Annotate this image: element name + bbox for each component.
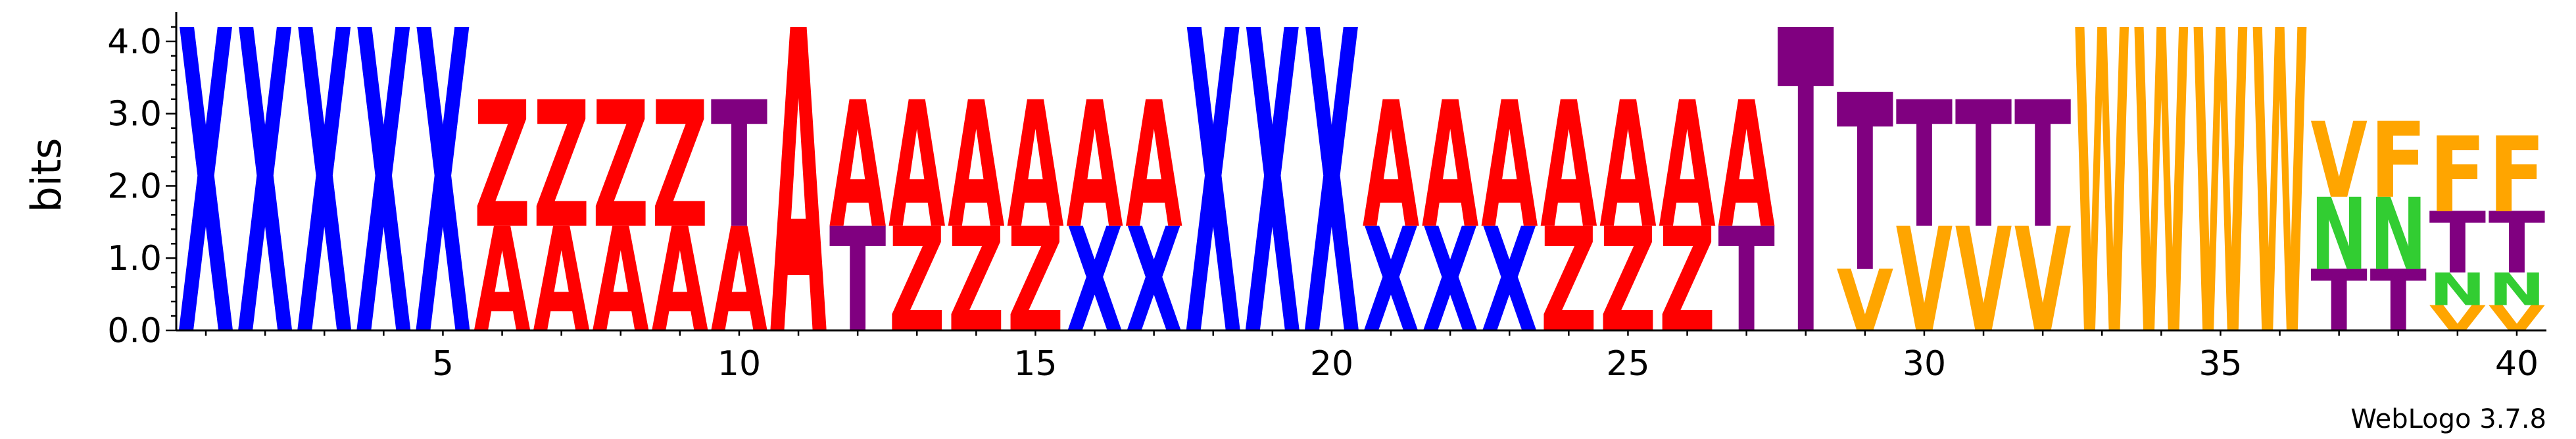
logo-letter-x-pos-21: X bbox=[1363, 197, 1419, 364]
logo-letter-a-pos-10: A bbox=[711, 197, 767, 364]
logo-letter-f-pos-38: F bbox=[2370, 100, 2427, 221]
x-tick-label: 15 bbox=[1013, 344, 1057, 384]
logo-letter-t-pos-12: T bbox=[829, 197, 886, 365]
logo-letter-a-pos-16: A bbox=[1066, 65, 1123, 267]
logo-letter-z-pos-25: Z bbox=[1599, 198, 1656, 365]
logo-letter-a-pos-25: A bbox=[1599, 65, 1656, 267]
logo-letter-z-pos-8: Z bbox=[593, 65, 649, 267]
logo-letter-n-pos-37: N bbox=[2310, 178, 2367, 293]
x-tick-label: 25 bbox=[1606, 344, 1649, 384]
logo-letter-x-pos-2: X bbox=[237, 0, 293, 429]
logo-letter-x-pos-23: X bbox=[1481, 197, 1538, 364]
logo-letter-a-pos-15: A bbox=[1007, 65, 1063, 267]
logo-letter-t-pos-28: T bbox=[1778, 0, 1835, 429]
y-tick-label: 2.0 bbox=[107, 167, 162, 206]
logo-letter-v-pos-30: V bbox=[1896, 197, 1953, 364]
logo-letter-t-pos-40: T bbox=[2489, 195, 2546, 294]
logo-letter-x-pos-1: X bbox=[178, 0, 234, 429]
logo-letter-a-pos-11: A bbox=[770, 0, 827, 429]
logo-letter-x-pos-4: X bbox=[355, 0, 412, 429]
logo-letter-a-pos-13: A bbox=[888, 65, 945, 267]
logo-letter-n-pos-38: N bbox=[2370, 178, 2427, 293]
logo-letter-v-pos-31: V bbox=[1955, 197, 2012, 364]
logo-letter-a-pos-27: A bbox=[1718, 65, 1774, 267]
logo-letter-t-pos-29: T bbox=[1837, 45, 1894, 327]
logo-letter-t-pos-31: T bbox=[1955, 65, 2012, 267]
logo-letter-v-pos-37: V bbox=[2310, 101, 2368, 222]
axis-layer bbox=[175, 12, 2546, 332]
logo-letter-z-pos-15: Z bbox=[1007, 198, 1063, 365]
logo-letter-x-pos-5: X bbox=[414, 0, 471, 429]
y-ticks: 0.0 1.0 2.0 3.0 4.0 bbox=[107, 22, 176, 351]
logo-letter-x-pos-17: X bbox=[1125, 197, 1182, 364]
logo-letter-w-pos-33: W bbox=[2074, 0, 2130, 429]
x-tick-label: 35 bbox=[2199, 344, 2242, 384]
y-tick-label: 4.0 bbox=[107, 22, 162, 62]
logo-letter-z-pos-13: Z bbox=[888, 198, 945, 365]
logo-letter-t-pos-32: T bbox=[2014, 65, 2071, 267]
logo-letter-z-pos-7: Z bbox=[533, 65, 589, 267]
logo-letter-a-pos-24: A bbox=[1540, 65, 1597, 267]
x-tick-label: 30 bbox=[1903, 344, 1946, 384]
logo-letter-f-pos-40: F bbox=[2489, 115, 2545, 236]
logo-letter-x-pos-16: X bbox=[1066, 197, 1123, 364]
x-tick-label: 5 bbox=[432, 344, 454, 384]
weblogo-credit: WebLogo 3.7.8 bbox=[2350, 404, 2546, 434]
logo-letter-a-pos-21: A bbox=[1363, 65, 1419, 267]
logo-letter-v-pos-32: V bbox=[2014, 197, 2071, 364]
logo-letter-t-pos-30: T bbox=[1896, 65, 1953, 267]
logo-letter-f-pos-39: F bbox=[2429, 115, 2486, 236]
logo-letter-a-pos-9: A bbox=[652, 197, 708, 364]
logo-letter-x-pos-19: X bbox=[1244, 0, 1301, 429]
logo-letter-t-pos-10: T bbox=[711, 65, 767, 267]
x-tick-label: 10 bbox=[717, 344, 761, 384]
logo-letter-z-pos-26: Z bbox=[1659, 198, 1715, 365]
y-tick-label: 1.0 bbox=[107, 239, 162, 278]
y-tick-label: 3.0 bbox=[107, 95, 162, 134]
logo-letter-n-pos-40: N bbox=[2489, 264, 2545, 316]
logo-letter-x-pos-3: X bbox=[296, 0, 352, 429]
logo-letter-t-pos-27: T bbox=[1718, 197, 1774, 365]
logo-letter-z-pos-24: Z bbox=[1540, 198, 1597, 365]
logo-letter-t-pos-39: T bbox=[2429, 195, 2487, 294]
logo-letter-a-pos-7: A bbox=[533, 197, 589, 364]
logo-letter-x-pos-22: X bbox=[1422, 197, 1478, 364]
logo-letter-w-pos-36: W bbox=[2251, 0, 2308, 429]
logo-letter-a-pos-23: A bbox=[1481, 65, 1538, 267]
logo-letter-a-pos-26: A bbox=[1659, 65, 1715, 267]
y-axis-title: bits bbox=[22, 138, 70, 212]
logo-letter-z-pos-6: Z bbox=[474, 65, 530, 267]
logo-letter-x-pos-20: X bbox=[1303, 0, 1360, 429]
logo-letter-x-pos-18: X bbox=[1185, 0, 1242, 429]
logo-letter-z-pos-14: Z bbox=[948, 198, 1004, 365]
x-tick-label: 20 bbox=[1310, 344, 1353, 384]
logo-letter-a-pos-12: A bbox=[829, 65, 886, 267]
x-tick-label: 40 bbox=[2495, 344, 2539, 384]
logo-letter-a-pos-14: A bbox=[948, 65, 1004, 267]
logo-letter-a-pos-6: A bbox=[474, 197, 530, 364]
logo-letter-z-pos-9: Z bbox=[652, 65, 708, 267]
logo-letter-n-pos-39: N bbox=[2429, 264, 2486, 316]
x-ticks: 5 10 15 20 25 30 35 40 bbox=[205, 330, 2539, 384]
logo-letter-a-pos-22: A bbox=[1422, 65, 1478, 267]
y-tick-label: 0.0 bbox=[107, 311, 162, 351]
logo-letter-a-pos-8: A bbox=[593, 197, 649, 364]
logo-letter-w-pos-35: W bbox=[2192, 0, 2248, 429]
logo-letter-w-pos-34: W bbox=[2133, 0, 2189, 429]
logo-letter-a-pos-17: A bbox=[1125, 65, 1182, 267]
